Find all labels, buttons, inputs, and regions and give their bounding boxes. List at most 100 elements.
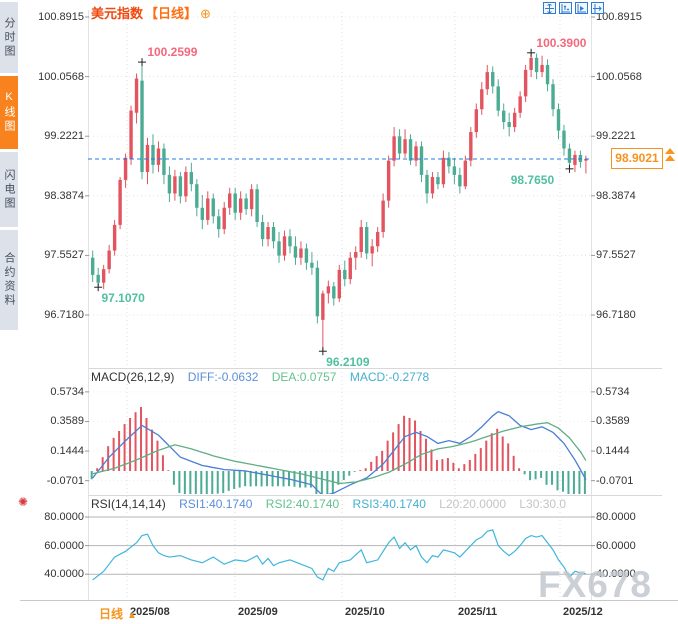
candle bbox=[496, 86, 500, 111]
candle bbox=[491, 72, 495, 87]
candle bbox=[551, 84, 555, 110]
indicator-settings-icon[interactable]: ✺ bbox=[18, 495, 29, 509]
price-axis-label-left: 97.5527 bbox=[44, 249, 84, 262]
candle bbox=[321, 293, 325, 320]
macd-dea-value: DEA:0.0757 bbox=[271, 370, 337, 384]
candle bbox=[540, 64, 544, 73]
candle bbox=[167, 174, 172, 194]
price-up-arrows-icon[interactable] bbox=[665, 147, 675, 162]
candle bbox=[480, 89, 484, 110]
sidebar-tab-4[interactable]: 合约资料 bbox=[0, 230, 18, 330]
price-axis-label-right: 100.0568 bbox=[596, 70, 642, 83]
candle bbox=[370, 246, 374, 254]
price-axis-label-left: 98.3874 bbox=[44, 189, 84, 202]
price-axis-label-right: 96.7180 bbox=[596, 309, 636, 321]
period-chevron-up-icon: ▲ bbox=[127, 610, 137, 621]
candle bbox=[134, 78, 139, 113]
low-price-annotation: 97.1070 bbox=[101, 291, 145, 306]
period-selector-tab[interactable]: 日线 ▲ bbox=[99, 605, 137, 622]
period-tag: 【日线】 bbox=[145, 6, 198, 21]
candle bbox=[244, 198, 248, 210]
candle bbox=[129, 110, 133, 160]
time-axis-label: 2025/10 bbox=[345, 606, 385, 618]
candle bbox=[463, 160, 468, 187]
candle bbox=[228, 193, 232, 208]
rsi-l30-value: L30:30.0 bbox=[519, 497, 567, 511]
rsi3-value: RSI3:40.1740 bbox=[352, 497, 426, 511]
candle bbox=[299, 248, 303, 258]
auto-scroll-icon[interactable] bbox=[575, 2, 588, 14]
candle bbox=[436, 177, 440, 185]
period-label: 日线 bbox=[99, 607, 124, 621]
candle bbox=[578, 154, 583, 163]
candle bbox=[151, 144, 155, 165]
macd-header: MACD(26,12,9) DIFF:-0.0632 DEA:0.0757 MA… bbox=[91, 370, 429, 384]
candle bbox=[211, 198, 215, 217]
sidebar-tab-2[interactable]: K线图 bbox=[0, 76, 18, 149]
macd-axis-label-left: 0.1444 bbox=[50, 445, 84, 458]
candle bbox=[354, 252, 358, 258]
rsi2-value: RSI2:40.1740 bbox=[265, 497, 340, 511]
price-axis-label-left: 100.0568 bbox=[38, 70, 84, 83]
candle bbox=[304, 248, 309, 263]
expand-icon[interactable]: ⊕ bbox=[200, 6, 211, 21]
candle bbox=[156, 148, 161, 165]
price-axis-label-left: 99.2221 bbox=[44, 130, 84, 143]
candle bbox=[397, 136, 402, 154]
time-axis-bar bbox=[0, 601, 678, 624]
sidebar-tab-3[interactable]: 闪电图 bbox=[0, 152, 18, 227]
candle bbox=[112, 224, 117, 251]
rsi-axis-label-right: 40.0000 bbox=[596, 568, 636, 581]
pan-tool-icon[interactable] bbox=[543, 2, 556, 14]
low-price-annotation: 96.2109 bbox=[326, 355, 370, 370]
candle bbox=[118, 179, 122, 225]
chart-toolbar bbox=[543, 2, 604, 14]
candle bbox=[392, 136, 396, 161]
candle bbox=[271, 227, 276, 242]
candle bbox=[458, 174, 462, 187]
candle bbox=[266, 227, 270, 240]
rsi-header: RSI(14,14,14) RSI1:40.1740 RSI2:40.1740 … bbox=[91, 497, 566, 511]
candle bbox=[255, 189, 259, 223]
candle bbox=[260, 222, 265, 240]
candle bbox=[430, 177, 435, 194]
candle bbox=[200, 207, 204, 220]
candle bbox=[337, 269, 341, 299]
macd-name: MACD(26,12,9) bbox=[91, 370, 175, 384]
candle bbox=[217, 216, 221, 230]
axis-scale-icon[interactable] bbox=[559, 2, 572, 14]
sidebar-tab-1[interactable]: 分时图 bbox=[0, 2, 18, 73]
candle bbox=[206, 198, 210, 220]
price-axis-label-right: 99.2221 bbox=[596, 130, 636, 143]
candle bbox=[441, 157, 446, 185]
candle bbox=[348, 257, 352, 280]
macd-axis-label-right: 0.5734 bbox=[596, 385, 630, 398]
high-price-annotation: 100.3900 bbox=[536, 35, 587, 50]
candle bbox=[195, 184, 199, 208]
candle bbox=[512, 112, 517, 128]
candle bbox=[419, 146, 424, 175]
candle bbox=[233, 193, 237, 213]
rsi-axis-label-right: 60.0000 bbox=[596, 539, 636, 552]
go-to-latest-icon[interactable] bbox=[591, 2, 604, 14]
candle bbox=[184, 172, 188, 197]
candle bbox=[518, 96, 522, 113]
candle bbox=[447, 157, 451, 167]
candle bbox=[365, 227, 369, 254]
macd-axis-label-right: 0.3589 bbox=[596, 415, 630, 428]
candle bbox=[403, 139, 407, 154]
candle bbox=[277, 241, 281, 256]
candle bbox=[173, 176, 177, 194]
candle bbox=[523, 69, 528, 97]
candle bbox=[567, 148, 572, 163]
candle bbox=[584, 159, 588, 161]
candle bbox=[425, 174, 429, 194]
candle bbox=[485, 72, 489, 90]
macd-diff-value: DIFF:-0.0632 bbox=[187, 370, 259, 384]
fx-watermark: FX678 bbox=[538, 564, 653, 605]
macd-axis-label-left: -0.0701 bbox=[46, 474, 84, 487]
rsi-name: RSI(14,14,14) bbox=[91, 497, 166, 511]
chart-title-bar: 美元指数 【日线】 ⊕ bbox=[91, 3, 211, 22]
candle bbox=[238, 198, 243, 213]
